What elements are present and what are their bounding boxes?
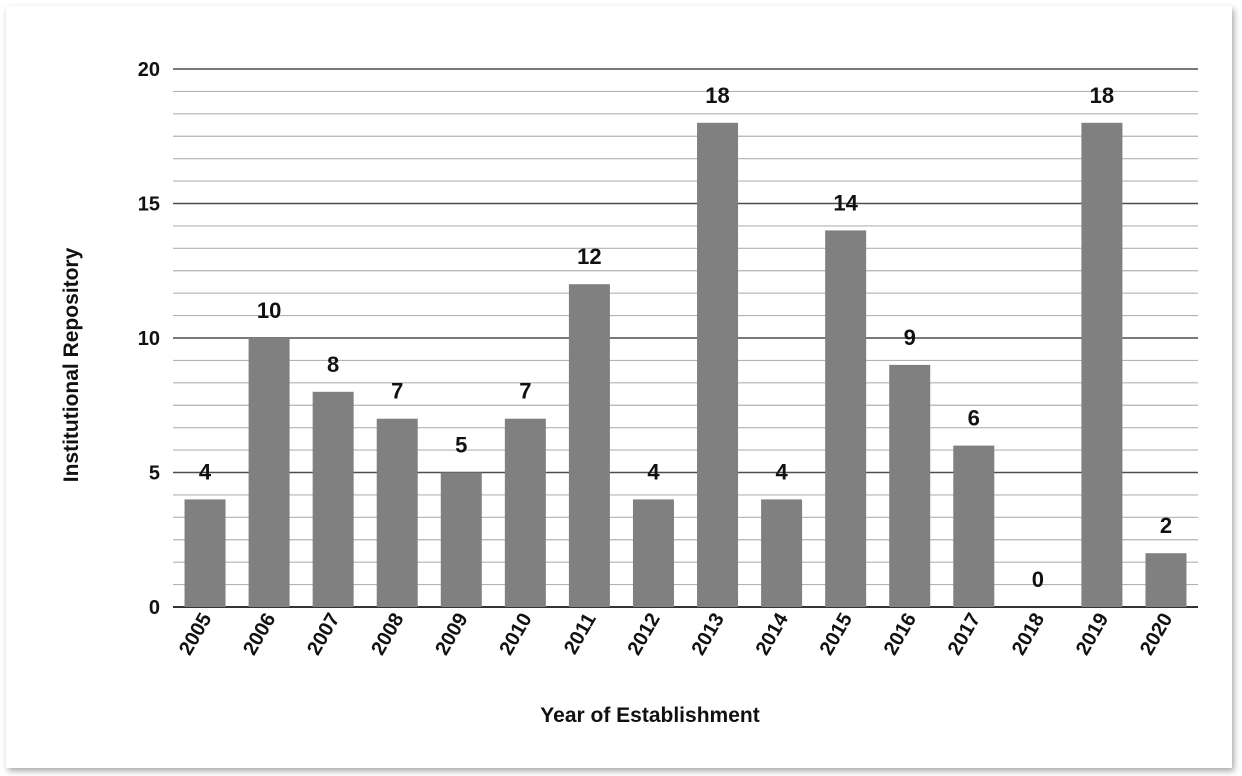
data-label-2009: 5 xyxy=(455,433,467,458)
bar-2008 xyxy=(376,418,418,607)
x-tick-labels: 2005 2006 2007 2008 2009 2010 2011 2012 2013 2014… xyxy=(175,609,1177,659)
x-tick-label-2018: 2018 xyxy=(1008,610,1049,660)
data-label-2020: 2 xyxy=(1160,513,1172,538)
bar-2015 xyxy=(825,230,867,607)
x-tick-label-2016: 2016 xyxy=(880,610,921,660)
bar-2013 xyxy=(697,122,739,608)
data-label-2014: 4 xyxy=(775,459,788,484)
x-tick-label-2009: 2009 xyxy=(431,610,472,660)
data-label-2008: 7 xyxy=(391,379,403,404)
data-labels: 4 10 8 7 5 7 12 4 18 4 14 9 6 0 18 2 xyxy=(199,83,1172,592)
bar-2016 xyxy=(889,364,931,607)
x-tick-label-2013: 2013 xyxy=(688,610,729,660)
y-tick-labels: 0 5 10 15 20 xyxy=(138,59,160,619)
x-axis-title: Year of Establishment xyxy=(540,704,759,727)
y-tick-label: 5 xyxy=(149,463,160,485)
bar-2014 xyxy=(761,499,803,607)
bar-2011 xyxy=(568,284,610,607)
bar-2010 xyxy=(504,418,546,607)
bar-2019 xyxy=(1081,122,1123,608)
data-label-2007: 8 xyxy=(327,352,339,377)
x-tick-label-2017: 2017 xyxy=(944,610,985,660)
x-tick-label-2012: 2012 xyxy=(623,610,664,660)
data-label-2016: 9 xyxy=(904,325,916,350)
x-tick-label-2007: 2007 xyxy=(303,610,344,660)
y-tick-label: 0 xyxy=(149,597,160,619)
y-tick-label: 10 xyxy=(138,328,160,350)
data-label-2010: 7 xyxy=(519,379,531,404)
x-tick-label-2015: 2015 xyxy=(816,610,857,660)
x-tick-label-2020: 2020 xyxy=(1136,610,1177,660)
y-axis-title: Institutional Repository xyxy=(60,247,83,482)
data-label-2015: 14 xyxy=(833,190,858,215)
bar-2009 xyxy=(440,472,482,607)
data-label-2005: 4 xyxy=(199,459,212,484)
x-tick-label-2005: 2005 xyxy=(175,610,216,660)
chart-frame xyxy=(6,6,1232,768)
data-label-2018: 0 xyxy=(1032,567,1044,592)
x-tick-label-2014: 2014 xyxy=(752,609,794,659)
y-tick-label: 20 xyxy=(138,59,160,81)
data-label-2013: 18 xyxy=(705,83,729,108)
x-tick-label-2019: 2019 xyxy=(1072,610,1113,660)
bar-2007 xyxy=(312,391,354,607)
bar-2006 xyxy=(248,338,290,607)
data-label-2019: 18 xyxy=(1090,83,1114,108)
data-label-2011: 12 xyxy=(577,244,601,269)
data-label-2017: 6 xyxy=(968,406,980,431)
x-tick-label-2006: 2006 xyxy=(239,610,280,660)
x-tick-label-2010: 2010 xyxy=(495,610,536,660)
bars xyxy=(184,122,1187,608)
data-label-2006: 10 xyxy=(257,298,281,323)
x-tick-label-2011: 2011 xyxy=(560,610,601,659)
bar-2017 xyxy=(953,445,995,607)
x-tick-label-2008: 2008 xyxy=(367,610,408,660)
bar-2020 xyxy=(1145,553,1187,607)
y-tick-label: 15 xyxy=(138,194,160,216)
data-label-2012: 4 xyxy=(647,459,660,484)
bar-2005 xyxy=(184,499,226,607)
bar-2012 xyxy=(632,499,674,607)
